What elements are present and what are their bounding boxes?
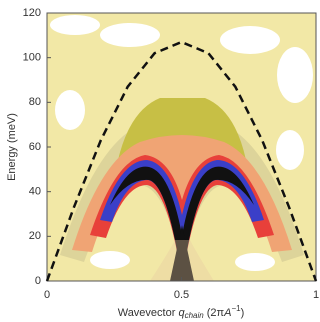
x-axis-label: Wavevector qchain (2πA−1) xyxy=(118,304,245,320)
x-label-part: ) xyxy=(241,307,245,319)
x-label-part: chain xyxy=(185,311,205,320)
x-label-part: −1 xyxy=(231,304,241,313)
y-tick-label: 60 xyxy=(29,141,41,153)
y-tick-label: 80 xyxy=(29,96,41,108)
y-axis-label: Energy (meV) xyxy=(6,113,18,181)
x-tick-label: 0.5 xyxy=(174,289,189,301)
y-tick-label: 0 xyxy=(35,275,41,287)
x-label-part: Wavevector xyxy=(118,307,179,319)
y-tick-label: 40 xyxy=(29,186,41,198)
x-tick-label: 0 xyxy=(44,289,50,301)
x-label-part: (2π xyxy=(204,307,225,319)
y-tick-label: 100 xyxy=(23,52,41,64)
x-label-part: A xyxy=(223,307,231,319)
axes: 0 20 40 60 80 100 120 0 0.5 1 xyxy=(23,7,319,301)
y-tick-label: 20 xyxy=(29,230,41,242)
x-label-part: q xyxy=(178,307,185,319)
contour-map xyxy=(47,13,316,281)
y-tick-label: 120 xyxy=(23,7,41,19)
x-tick-label: 1 xyxy=(313,289,319,301)
